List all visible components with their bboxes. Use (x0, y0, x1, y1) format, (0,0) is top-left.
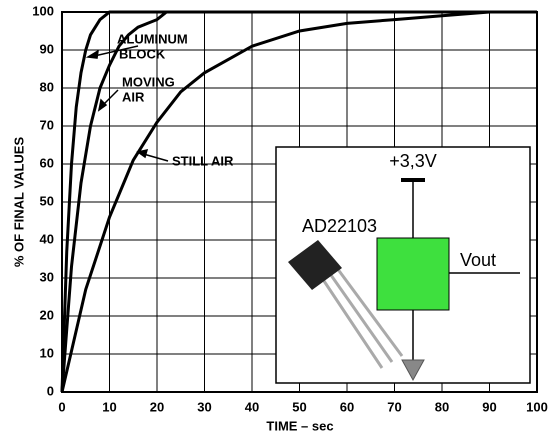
x-tick-label: 30 (197, 399, 211, 414)
output-label: Vout (460, 250, 496, 270)
part-label: AD22103 (302, 216, 377, 236)
series-line (60, 10, 537, 393)
series-line (60, 10, 537, 393)
labels: 0 10 20 30 40 50 60 70 80 90 100 0 10 20 30 40 50 60 70 80 9… (32, 3, 548, 414)
supply-label: +3,3V (389, 151, 437, 171)
x-tick-label: 40 (245, 399, 259, 414)
package (288, 240, 342, 290)
annotation: STILL AIR (172, 153, 234, 168)
ground (401, 359, 425, 382)
x-tick-label: 80 (435, 399, 449, 414)
leg (332, 263, 404, 357)
x-tick-label: 70 (387, 399, 401, 414)
arrows (85, 45, 169, 162)
transistor (288, 240, 404, 369)
y-tick-label: 20 (40, 307, 54, 322)
y-tick-label: 90 (40, 41, 54, 56)
y-tick-label: 0 (47, 383, 54, 398)
annotation: BLOCK (119, 46, 166, 61)
leg (316, 271, 384, 369)
arrowhead (97, 98, 108, 112)
x-tick-label: 100 (526, 399, 548, 414)
x-axis-label: TIME – sec (266, 418, 333, 433)
x-tick-label: 60 (340, 399, 354, 414)
y-axis-label: % OF FINAL VALUES (11, 137, 26, 268)
y-tick-label: 70 (40, 117, 54, 132)
y-tick-label: 40 (40, 231, 54, 246)
x-tick-label: 20 (150, 399, 164, 414)
y-tick-label: 50 (40, 193, 54, 208)
sensor-box (376, 237, 450, 311)
annotation: AIR (122, 89, 145, 104)
x-tick-label: 90 (482, 399, 496, 414)
y-tick-label: 80 (40, 79, 54, 94)
leg (324, 267, 394, 363)
arrowhead (85, 49, 99, 59)
y-tick-label: 60 (40, 155, 54, 170)
inset: +3,3V AD22103 Vout (275, 146, 531, 384)
y-tick-label: 100 (32, 3, 54, 18)
y-tick-label: 10 (40, 345, 54, 360)
x-tick-label: 0 (58, 399, 65, 414)
x-tick-label: 10 (102, 399, 116, 414)
annotation: MOVING (122, 74, 175, 89)
series-line (60, 10, 537, 393)
curves (60, 10, 537, 393)
y-tick-label: 30 (40, 269, 54, 284)
annotation: ALUMINUM (117, 31, 188, 46)
x-tick-label: 50 (292, 399, 306, 414)
arrowhead (136, 148, 149, 159)
